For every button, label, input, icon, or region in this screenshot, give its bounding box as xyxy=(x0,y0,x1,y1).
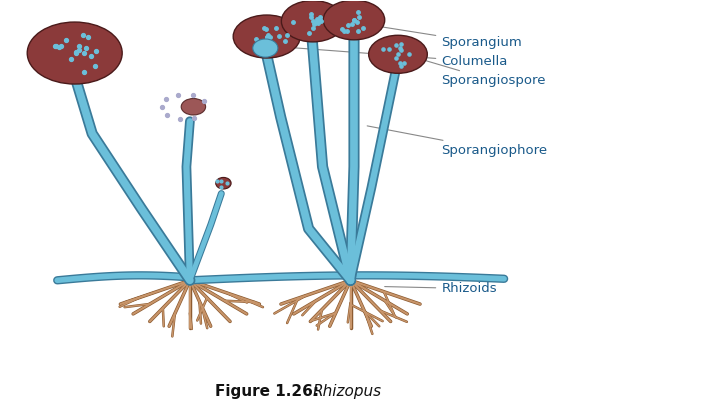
Ellipse shape xyxy=(369,35,428,73)
Text: Sporangiospore: Sporangiospore xyxy=(399,52,546,87)
Ellipse shape xyxy=(281,0,344,42)
Text: Sporangiophore: Sporangiophore xyxy=(367,126,547,157)
Text: Sporangium: Sporangium xyxy=(315,16,522,49)
Text: Rhizoids: Rhizoids xyxy=(385,282,497,295)
Ellipse shape xyxy=(323,0,385,40)
Text: Columella: Columella xyxy=(273,46,508,68)
Ellipse shape xyxy=(27,22,122,84)
Ellipse shape xyxy=(253,39,278,57)
Ellipse shape xyxy=(233,15,300,58)
Ellipse shape xyxy=(216,177,231,189)
Ellipse shape xyxy=(181,99,205,115)
Text: Figure 1.26:: Figure 1.26: xyxy=(215,384,319,399)
Text: Rhizopus: Rhizopus xyxy=(313,384,381,399)
